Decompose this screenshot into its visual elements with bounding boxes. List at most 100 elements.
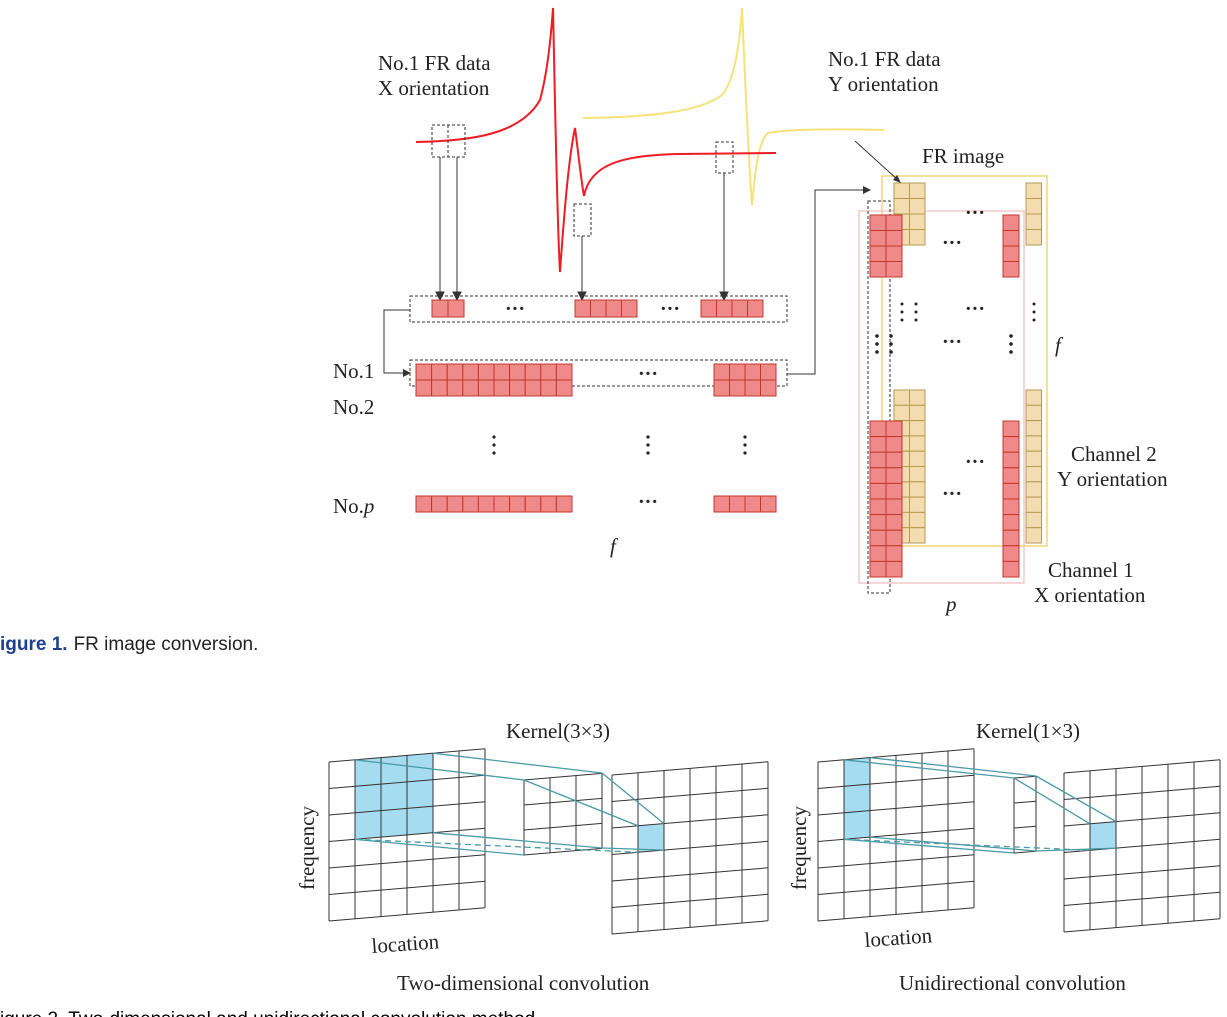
- channel1-cell: [885, 245, 903, 262]
- channel1-cell: [869, 436, 887, 453]
- channel1-cell: [885, 482, 903, 500]
- channel2-cell: [1025, 182, 1042, 199]
- channel2-cell: [909, 404, 926, 422]
- channel1-cell: [869, 529, 887, 547]
- sampled-cell: [447, 299, 465, 318]
- nop-row-cell: [760, 495, 777, 513]
- channel1-cell: [1002, 451, 1020, 469]
- kernel-connector: [843, 759, 1015, 779]
- sample-window-3: [715, 141, 734, 174]
- kernel-connector: [354, 759, 525, 781]
- channel1-cell: [869, 420, 887, 438]
- channel1-cell: [885, 560, 903, 578]
- no1-row-cell: [462, 379, 479, 397]
- no1-row-cell: [540, 363, 557, 381]
- channel1-cell: [1002, 436, 1020, 453]
- no1-row-cell: [713, 379, 730, 397]
- channel-2-frame: [881, 175, 1048, 547]
- unidirectional-title: Unidirectional convolution: [899, 971, 1126, 995]
- no1-row-cell: [477, 363, 495, 381]
- channel1-cell: [885, 420, 903, 438]
- figure2-caption-partial: igure 2. Two-dimensional and unidirectio…: [0, 1009, 540, 1017]
- channel2-cell: [1025, 450, 1042, 468]
- channel1-cell: [869, 514, 887, 531]
- sampled-cell: [605, 299, 622, 318]
- frequency-axis-right: frequency: [787, 806, 811, 890]
- channel2-cell: [909, 511, 926, 529]
- sampled-cell: [431, 299, 449, 318]
- svg-text:···: ···: [660, 298, 680, 320]
- channel2-cell: [893, 404, 910, 422]
- nop-row-cell: [555, 495, 573, 513]
- x-orientation-fr-curve: [415, 7, 777, 273]
- kernel-connector: [601, 772, 665, 825]
- channel1-label-line2: X orientation: [1034, 583, 1146, 607]
- sampled-row-box: [409, 295, 788, 323]
- no1-row-cell: [415, 363, 433, 381]
- kernel-connector: [601, 847, 665, 851]
- sampled-cell: [747, 299, 764, 318]
- channel2-cell: [1025, 420, 1042, 437]
- kernel-connector: [432, 752, 603, 774]
- figure-2: Kernel(3×3) Kernel(1×3) frequency freque…: [0, 719, 1221, 1017]
- nop-row-cell: [509, 495, 526, 513]
- no1-row-cell: [729, 379, 746, 397]
- channel2-cell: [909, 450, 926, 468]
- channel1-cell: [885, 529, 903, 547]
- two-dimensional-convolution-panel: [328, 748, 769, 935]
- channel2-cell: [909, 182, 926, 199]
- channel2-cell: [893, 198, 910, 215]
- no1-row-cell: [760, 363, 777, 381]
- channel1-cell: [1002, 545, 1020, 562]
- channel2-cell: [893, 182, 910, 199]
- channel2-cell: [1025, 404, 1042, 422]
- output-grid-right: [1063, 759, 1221, 933]
- unidirectional-convolution-panel: [817, 748, 1221, 933]
- y-data-label-line2: Y orientation: [828, 72, 939, 96]
- no1-row-cell: [555, 379, 573, 397]
- no1-row-cell: [446, 363, 464, 381]
- channel1-cell: [869, 214, 887, 231]
- channel2-cell: [909, 466, 926, 483]
- no1-row-cell: [524, 379, 542, 397]
- channel1-cell: [885, 436, 903, 453]
- channel1-cell: [1002, 560, 1020, 578]
- fr-axis-p: p: [944, 592, 957, 616]
- sampled-cell: [590, 299, 607, 318]
- figure1-caption: igure 1. FR image conversion.: [0, 634, 258, 655]
- channel2-label-line2: Y orientation: [1057, 467, 1168, 491]
- fr-image-label: FR image: [922, 144, 1004, 168]
- channel1-cell: [869, 230, 887, 247]
- channel1-cell: [885, 467, 903, 484]
- svg-text:···: ···: [638, 363, 658, 385]
- channel-1-frame: [858, 210, 1025, 584]
- channel2-cell: [909, 527, 926, 544]
- channel1-cell: [1002, 214, 1020, 231]
- channel1-cell: [869, 245, 887, 262]
- channel2-cell: [909, 481, 926, 498]
- nop-row-cell: [493, 495, 511, 513]
- channel2-cell: [1025, 435, 1042, 452]
- sample-window-2: [573, 203, 592, 237]
- nop-row-cell: [446, 495, 464, 513]
- channel2-cell: [893, 389, 910, 406]
- channel2-cell: [1025, 466, 1042, 483]
- kernel-connector: [869, 756, 1037, 777]
- no1-row-cell: [446, 379, 464, 397]
- channel1-cell: [885, 514, 903, 531]
- kernel-3x3-label: Kernel(3×3): [506, 719, 610, 743]
- channel1-cell: [885, 451, 903, 469]
- location-axis-right: location: [864, 923, 934, 952]
- nop-row-cell: [477, 495, 495, 513]
- channel1-cell: [885, 498, 903, 516]
- channel1-cell: [1002, 420, 1020, 438]
- y-orientation-fr-curve: [582, 7, 885, 206]
- channel1-cell: [1002, 245, 1020, 262]
- channel1-cell: [869, 451, 887, 469]
- kernel-1x3-label: Kernel(1×3): [976, 719, 1080, 743]
- no1-row-cell: [477, 379, 495, 397]
- output-grid-left: [611, 761, 769, 935]
- svg-text:···: ···: [965, 451, 985, 473]
- no1-row-cell: [509, 363, 526, 381]
- channel1-cell: [1002, 467, 1020, 484]
